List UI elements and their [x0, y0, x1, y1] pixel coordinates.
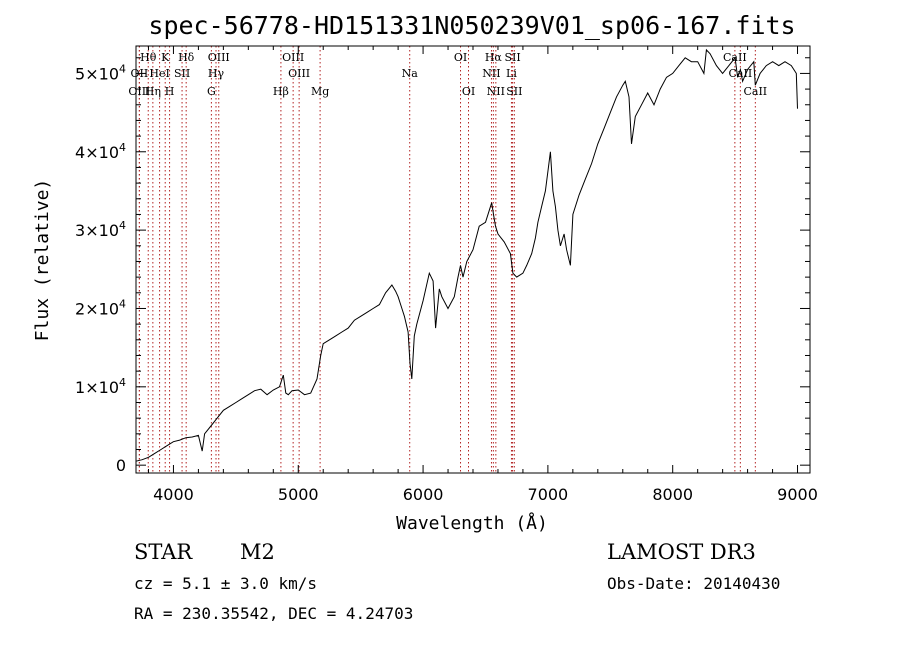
line-label-22: SII — [504, 51, 520, 64]
y-tick-label-2: 2×104 — [75, 297, 126, 318]
survey-name: LAMOST DR3 — [607, 540, 756, 564]
chart-title: spec-56778-HD151331N050239V01_sp06-167.f… — [148, 11, 795, 40]
line-label-24: SII — [506, 85, 522, 98]
x-tick-label-5: 9000 — [777, 485, 818, 504]
x-tick-label-2: 6000 — [403, 485, 444, 504]
line-label-25: CaII — [723, 51, 747, 64]
y-tick-label-base: 4×10 — [75, 143, 119, 162]
line-label-20: NII — [482, 67, 500, 80]
y-tick-label-3: 3×104 — [75, 219, 126, 240]
line-label-16: Na — [402, 67, 419, 80]
y-tick-label-base: 2×10 — [75, 299, 119, 318]
y-tick-label-exponent: 4 — [119, 219, 126, 232]
line-label-4: HeI — [149, 67, 169, 80]
line-label-14: OIII — [288, 67, 310, 80]
line-label-23: Li — [506, 67, 517, 80]
line-label-17: OI — [454, 51, 467, 64]
line-label-27: CaII — [743, 85, 767, 98]
y-tick-label-base: 3×10 — [75, 221, 119, 240]
line-label-7: SII — [174, 67, 190, 80]
y-tick-label-4: 4×104 — [75, 141, 126, 162]
y-tick-label-0: 0 — [116, 456, 126, 475]
line-label-19: Hα — [485, 51, 503, 64]
line-label-6: H — [165, 85, 175, 98]
line-label-13: OIII — [282, 51, 304, 64]
line-label-10: Hγ — [208, 67, 225, 80]
line-label-18: OI — [462, 85, 475, 98]
line-label-15: Mg — [311, 85, 329, 98]
y-tick-label-5: 5×104 — [75, 62, 126, 83]
y-tick-label-exponent: 4 — [119, 376, 126, 389]
x-tick-label-1: 5000 — [278, 485, 319, 504]
observation-date: Obs-Date: 20140430 — [607, 574, 781, 593]
line-label-1: OII — [131, 67, 149, 80]
line-label-21: NII — [487, 85, 505, 98]
line-label-9: OIII — [208, 51, 230, 64]
y-tick-label-1: 1×104 — [75, 376, 126, 397]
object-class: STAR — [134, 540, 193, 564]
x-tick-label-3: 7000 — [528, 485, 569, 504]
flux-series-line — [135, 48, 798, 462]
coordinates-readout: RA = 230.35542, DEC = 4.24703 — [134, 604, 414, 623]
line-label-5: K — [161, 51, 170, 64]
line-label-12: Hβ — [273, 85, 289, 98]
spectral-line-markers — [138, 46, 756, 473]
y-tick-label-base: 1×10 — [75, 378, 119, 397]
redshift-readout: cz = 5.1 ± 3.0 km/s — [134, 574, 318, 593]
y-tick-label-base: 0 — [116, 456, 126, 475]
line-label-2: OIII — [128, 85, 150, 98]
y-tick-label-base: 5×10 — [75, 64, 119, 83]
x-tick-label-0: 4000 — [153, 485, 194, 504]
plot-frame — [135, 45, 811, 474]
x-axis-ticks: 4000 5000 6000 7000 8000 9000 — [147, 46, 818, 504]
line-label-11: G — [207, 85, 216, 98]
y-tick-label-exponent: 4 — [119, 297, 126, 310]
y-axis-label: Flux (relative) — [32, 179, 53, 342]
line-label-0: Hθ — [140, 51, 157, 64]
y-tick-label-exponent: 4 — [119, 141, 126, 154]
x-tick-label-4: 8000 — [652, 485, 693, 504]
line-label-3: Hη — [145, 85, 161, 98]
line-label-26: CaII — [729, 67, 753, 80]
x-axis-label: Wavelength (Å) — [396, 512, 548, 534]
y-tick-label-exponent: 4 — [119, 62, 126, 75]
line-label-8: Hδ — [178, 51, 195, 64]
object-subclass: M2 — [240, 540, 275, 564]
